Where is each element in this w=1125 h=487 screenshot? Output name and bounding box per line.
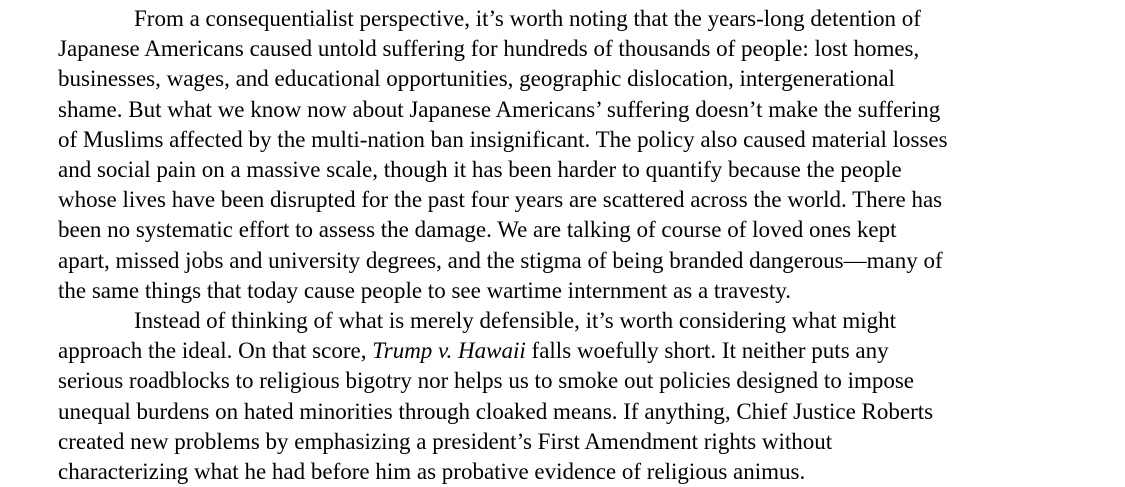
paragraph-1: From a consequentialist perspective, it’… — [58, 4, 1118, 306]
paragraph-1-line-6: and social pain on a massive scale, thou… — [58, 157, 902, 183]
paragraph-1-line-7: whose lives have been disrupted for the … — [58, 187, 943, 213]
paragraph-2-line-1: Instead of thinking of what is merely de… — [134, 308, 897, 334]
paragraph-2-line-2-tail: falls woefully short. It neither puts an… — [525, 338, 889, 364]
paragraph-2-line-5: created new problems by emphasizing a pr… — [58, 428, 833, 454]
paragraph-2-line-6: characterizing what he had before him as… — [58, 459, 806, 485]
case-name-italic: Trump v. Hawaii — [372, 338, 526, 364]
paragraph-2-line-4: unequal burdens on hated minorities thro… — [58, 398, 934, 424]
paragraph-1-line-9: apart, missed jobs and university degree… — [58, 247, 943, 273]
paragraph-1-line-10: the same things that today cause people … — [58, 277, 791, 303]
paragraph-2-line-2-head: approach the ideal. On that score, — [58, 338, 373, 364]
paragraph-1-line-2: Japanese Americans caused untold sufferi… — [58, 36, 920, 62]
paragraph-1-line-1: From a consequentialist perspective, it’… — [134, 6, 921, 31]
paragraph-1-line-3: businesses, wages, and educational oppor… — [58, 66, 895, 92]
document-page: From a consequentialist perspective, it’… — [58, 4, 1118, 487]
paragraph-1-line-5: of Muslims affected by the multi-nation … — [58, 126, 948, 152]
paragraph-2: Instead of thinking of what is merely de… — [58, 306, 1118, 487]
paragraph-2-line-2: approach the ideal. On that score, Trump… — [58, 336, 1118, 366]
paragraph-2-line-3: serious roadblocks to religious bigotry … — [58, 368, 915, 394]
paragraph-1-line-8: been no systematic effort to assess the … — [58, 217, 897, 243]
paragraph-1-line-4: shame. But what we know now about Japane… — [58, 96, 941, 122]
